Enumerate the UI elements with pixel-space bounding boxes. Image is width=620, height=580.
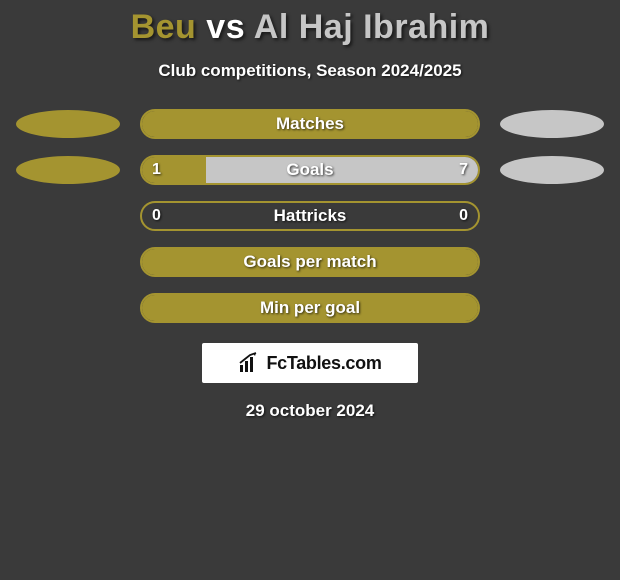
brand-badge: FcTables.com [202,343,418,383]
spacer [500,202,604,230]
stat-value-player2: 7 [459,161,468,179]
stat-label: Goals per match [243,252,376,272]
stat-row: Matches [0,109,620,139]
stat-value-player2: 0 [459,207,468,225]
stat-label: Min per goal [260,298,360,318]
vs-text: vs [206,8,245,46]
stat-label: Goals [286,160,333,180]
stat-label: Matches [276,114,344,134]
stat-row: Min per goal [0,293,620,323]
stat-value-player1: 0 [152,207,161,225]
spacer [16,248,120,276]
chart-icon [238,352,260,374]
player2-name: Al Haj Ibrahim [254,8,490,46]
spacer [500,248,604,276]
spacer [16,202,120,230]
stat-bar: Goals 1 7 [140,155,480,185]
bar-segment-player2 [206,157,478,183]
comparison-title: Beu vs Al Haj Ibrahim [0,0,620,47]
player1-marker [16,110,120,138]
subtitle: Club competitions, Season 2024/2025 [0,61,620,81]
player2-marker [500,110,604,138]
stat-row: Hattricks 0 0 [0,201,620,231]
stat-bar: Matches [140,109,480,139]
spacer [500,294,604,322]
stat-row: Goals 1 7 [0,155,620,185]
spacer [16,294,120,322]
stat-value-player1: 1 [152,161,161,179]
stat-row: Goals per match [0,247,620,277]
player1-name: Beu [131,8,197,46]
stat-bar: Goals per match [140,247,480,277]
date: 29 october 2024 [0,401,620,421]
player1-marker [16,156,120,184]
stat-bar: Hattricks 0 0 [140,201,480,231]
brand-text: FcTables.com [266,353,381,374]
stat-label: Hattricks [274,206,347,226]
stat-bar: Min per goal [140,293,480,323]
stat-rows: Matches Goals 1 7 Hattricks 0 0 Goals per match… [0,109,620,323]
player2-marker [500,156,604,184]
